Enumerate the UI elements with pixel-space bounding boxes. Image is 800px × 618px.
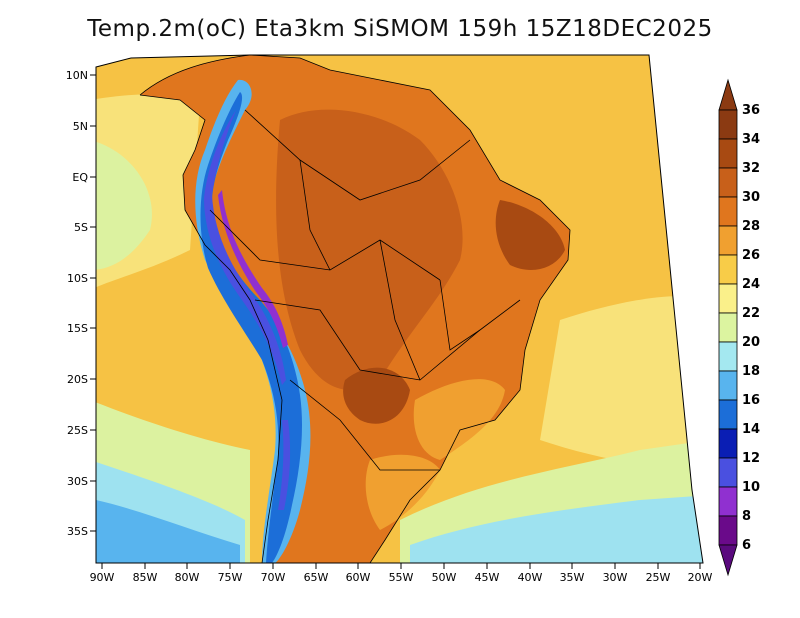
lon-label: 60W (346, 571, 371, 584)
lon-label: 75W (218, 571, 243, 584)
colorbar-segment (718, 283, 738, 314)
andes-cold-core (200, 92, 303, 563)
lon-label: 20W (688, 571, 713, 584)
country-border-4 (289, 379, 440, 471)
lat-label: EQ (72, 171, 88, 184)
lon-label: 50W (432, 571, 457, 584)
lon-label: 85W (133, 571, 158, 584)
land-extreme-center (343, 367, 410, 424)
colorbar-label: 16 (742, 393, 760, 408)
andes-very-cold-core (204, 110, 286, 385)
colorbar-label: 10 (742, 480, 760, 495)
colorbar-label: 18 (742, 364, 760, 379)
lon-label: 30W (603, 571, 628, 584)
colorbar-segment (718, 254, 738, 285)
colorbar-bottom-arrow (718, 544, 738, 577)
country-border-7 (439, 279, 481, 351)
colorbar-labels: 36 34 32 30 28 26 24 22 20 18 16 14 12 1… (742, 103, 760, 553)
longitude-axis (101, 563, 701, 569)
continent-coastline (139, 55, 571, 563)
colorbar-label: 8 (742, 509, 751, 524)
lat-label: 35S (67, 525, 88, 538)
colorbar-segment (718, 370, 738, 401)
colorbar (718, 78, 738, 577)
colorbar-segment (718, 486, 738, 517)
lon-label: 25W (646, 571, 671, 584)
colorbar-label: 34 (742, 132, 760, 147)
lat-label: 20S (67, 373, 88, 386)
colorbar-segment (718, 457, 738, 488)
colorbar-label: 36 (742, 103, 760, 118)
lat-label: 5S (74, 221, 88, 234)
lat-label: 5N (73, 120, 88, 133)
colorbar-segment (718, 225, 738, 256)
colorbar-segment (718, 109, 738, 140)
colorbar-segment (718, 196, 738, 227)
colorbar-segment (718, 312, 738, 343)
colorbar-label: 20 (742, 335, 760, 350)
lon-label: 35W (560, 571, 585, 584)
lon-label: 65W (304, 571, 329, 584)
colorbar-top-arrow (718, 78, 738, 111)
colorbar-label: 22 (742, 306, 760, 321)
colorbar-segment (718, 515, 738, 546)
country-border-5 (299, 159, 331, 271)
colorbar-label: 12 (742, 451, 760, 466)
colorbar-segment (718, 399, 738, 430)
lat-label: 15S (67, 322, 88, 335)
country-border-6 (379, 239, 421, 381)
andes-extreme-cold-core (218, 190, 288, 348)
lon-label: 40W (518, 571, 543, 584)
west-coastline (139, 94, 283, 563)
lon-label: 55W (389, 571, 414, 584)
political-boundaries (139, 55, 571, 563)
colorbar-label: 28 (742, 219, 760, 234)
latitude-labels: 10N 5N EQ 5S 10S 15S 20S 25S 30S 35S (66, 69, 89, 538)
lon-label: 70W (261, 571, 286, 584)
country-border-3 (254, 299, 521, 381)
lon-label: 80W (175, 571, 200, 584)
colorbar-segment (718, 138, 738, 169)
lat-label: 10N (66, 69, 88, 82)
andes-south-cold-core (278, 420, 291, 510)
country-border-1 (244, 109, 471, 201)
colorbar-label: 24 (742, 277, 760, 292)
colorbar-label: 6 (742, 538, 751, 553)
ocean-mid-atlantic (540, 296, 703, 470)
latitude-axis (90, 74, 96, 532)
map-title: Temp.2m(oC) Eta3km SiSMOM 159h 15Z18DEC2… (87, 16, 713, 42)
ocean-colder-southwest (96, 500, 240, 563)
ocean-cold-south-atlantic (410, 495, 703, 563)
land-warm-southeast (413, 379, 505, 460)
colorbar-label: 14 (742, 422, 760, 437)
land-warm-south (365, 454, 440, 530)
colorbar-segment (718, 167, 738, 198)
land-extreme-northeast (495, 200, 565, 270)
lon-label: 45W (475, 571, 500, 584)
ocean-cool-pacific (96, 140, 152, 270)
lat-label: 10S (67, 272, 88, 285)
colorbar-segment (718, 428, 738, 459)
colorbar-label: 26 (742, 248, 760, 263)
colorbar-label: 32 (742, 161, 760, 176)
land-very-hot-interior (276, 109, 463, 390)
colorbar-label: 30 (742, 190, 760, 205)
map-frame (95, 54, 704, 564)
longitude-labels: 90W 85W 80W 75W 70W 65W 60W 55W 50W 45W … (90, 571, 713, 584)
colorbar-segment (718, 341, 738, 372)
lat-label: 25S (67, 424, 88, 437)
lon-label: 90W (90, 571, 115, 584)
lat-label: 30S (67, 475, 88, 488)
temperature-field (96, 55, 703, 563)
